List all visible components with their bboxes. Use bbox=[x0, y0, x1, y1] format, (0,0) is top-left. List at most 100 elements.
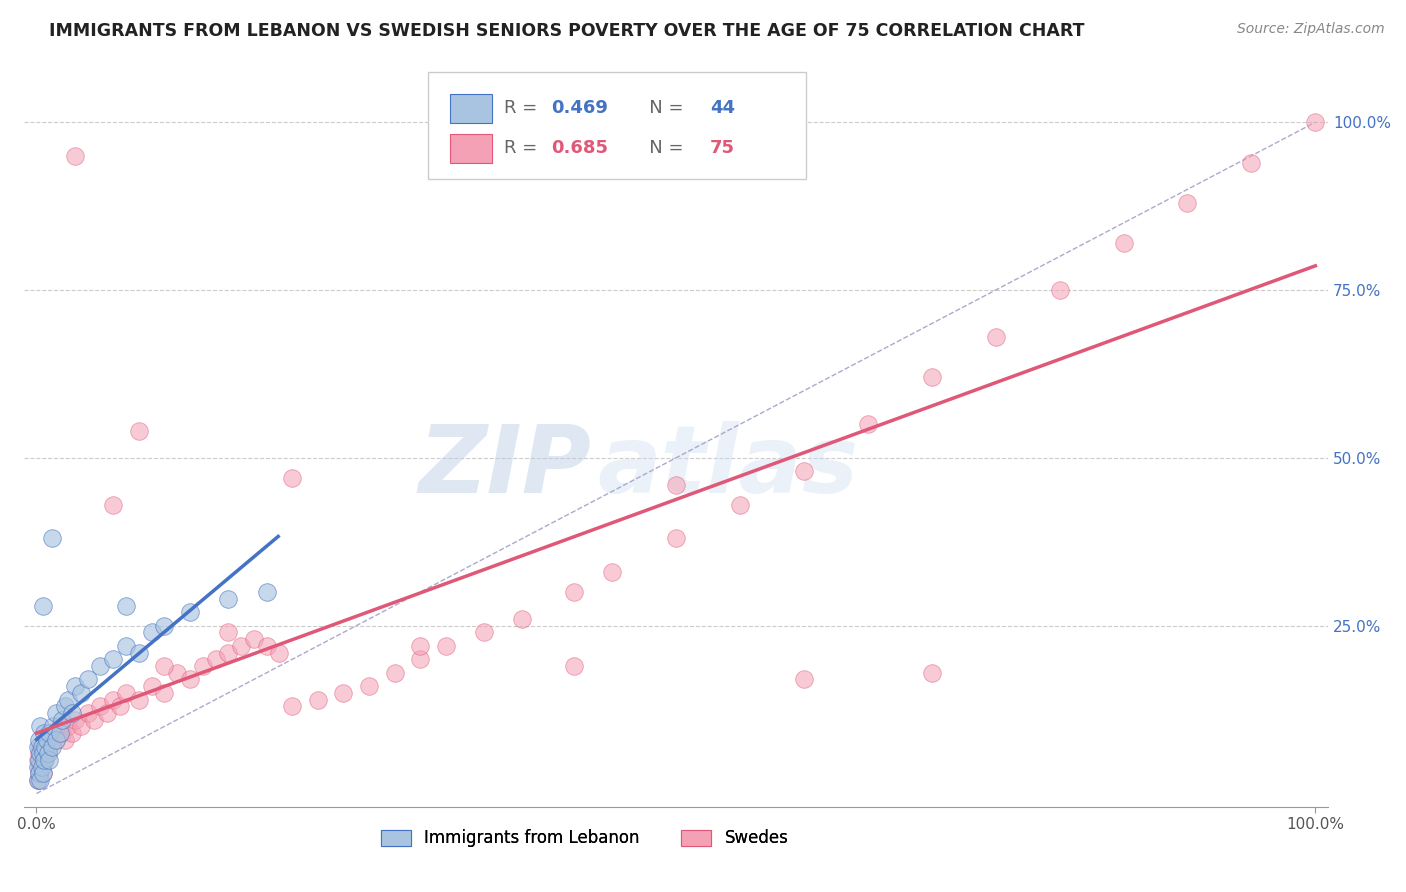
Point bbox=[217, 646, 239, 660]
Point bbox=[31, 739, 53, 754]
Point bbox=[665, 532, 688, 546]
FancyBboxPatch shape bbox=[450, 134, 492, 163]
Point bbox=[53, 732, 76, 747]
Text: 75: 75 bbox=[710, 139, 735, 157]
Point bbox=[600, 565, 623, 579]
Point bbox=[45, 732, 67, 747]
Point bbox=[53, 699, 76, 714]
Point bbox=[51, 726, 73, 740]
Point bbox=[793, 673, 815, 687]
Text: N =: N = bbox=[631, 99, 689, 118]
Point bbox=[115, 599, 138, 613]
Point bbox=[153, 618, 176, 632]
Point bbox=[256, 639, 278, 653]
Point bbox=[562, 585, 585, 599]
Point bbox=[128, 646, 150, 660]
Point bbox=[562, 659, 585, 673]
Point bbox=[58, 719, 80, 733]
Point bbox=[281, 699, 304, 714]
Point bbox=[41, 532, 63, 546]
Point bbox=[27, 760, 49, 774]
Point bbox=[128, 692, 150, 706]
Point bbox=[31, 760, 53, 774]
FancyBboxPatch shape bbox=[427, 72, 807, 179]
Point bbox=[472, 625, 495, 640]
Point bbox=[384, 665, 406, 680]
Point bbox=[856, 417, 879, 432]
Point bbox=[332, 686, 354, 700]
Point bbox=[51, 713, 73, 727]
Point bbox=[37, 746, 59, 760]
Point bbox=[512, 612, 534, 626]
Point bbox=[76, 706, 98, 720]
Point bbox=[434, 639, 457, 653]
Point bbox=[179, 673, 201, 687]
Point bbox=[665, 477, 688, 491]
Text: R =: R = bbox=[503, 139, 543, 157]
Point bbox=[63, 713, 86, 727]
Point bbox=[179, 605, 201, 619]
Point bbox=[166, 665, 188, 680]
Point bbox=[103, 692, 125, 706]
Point bbox=[42, 719, 65, 733]
Point bbox=[89, 659, 111, 673]
Point bbox=[1240, 155, 1263, 169]
Point bbox=[31, 766, 53, 780]
Point bbox=[27, 773, 49, 788]
Point bbox=[229, 639, 252, 653]
Point bbox=[141, 625, 163, 640]
Point bbox=[31, 599, 53, 613]
Point bbox=[103, 498, 125, 512]
Point bbox=[34, 753, 56, 767]
Point bbox=[27, 753, 49, 767]
Point bbox=[141, 679, 163, 693]
Point bbox=[128, 424, 150, 438]
Point bbox=[58, 692, 80, 706]
Point bbox=[115, 639, 138, 653]
Point bbox=[217, 591, 239, 606]
Point bbox=[984, 330, 1007, 344]
Point bbox=[921, 665, 943, 680]
Point bbox=[28, 753, 51, 767]
Point bbox=[191, 659, 214, 673]
Point bbox=[243, 632, 266, 647]
Point bbox=[115, 686, 138, 700]
Text: R =: R = bbox=[503, 99, 543, 118]
Point bbox=[269, 646, 291, 660]
Point bbox=[70, 686, 93, 700]
Text: atlas: atlas bbox=[598, 421, 859, 513]
Point bbox=[27, 773, 49, 788]
Point bbox=[34, 739, 56, 754]
Legend: Immigrants from Lebanon, Swedes: Immigrants from Lebanon, Swedes bbox=[374, 822, 796, 854]
Point bbox=[89, 699, 111, 714]
Point bbox=[31, 746, 53, 760]
Point bbox=[45, 706, 67, 720]
Point bbox=[30, 719, 52, 733]
Point bbox=[30, 760, 52, 774]
Point bbox=[63, 149, 86, 163]
Point bbox=[409, 652, 432, 666]
Point bbox=[76, 673, 98, 687]
Point bbox=[35, 732, 58, 747]
Point bbox=[30, 746, 52, 760]
Point bbox=[63, 679, 86, 693]
Point bbox=[32, 753, 55, 767]
Point bbox=[153, 659, 176, 673]
Point bbox=[1305, 115, 1327, 129]
Point bbox=[38, 739, 60, 754]
Point bbox=[28, 732, 51, 747]
Point bbox=[728, 498, 751, 512]
Text: Source: ZipAtlas.com: Source: ZipAtlas.com bbox=[1237, 22, 1385, 37]
Point bbox=[83, 713, 105, 727]
Text: IMMIGRANTS FROM LEBANON VS SWEDISH SENIORS POVERTY OVER THE AGE OF 75 CORRELATIO: IMMIGRANTS FROM LEBANON VS SWEDISH SENIO… bbox=[49, 22, 1084, 40]
Point bbox=[27, 739, 49, 754]
Point bbox=[153, 686, 176, 700]
Point bbox=[1112, 235, 1135, 250]
Point bbox=[70, 719, 93, 733]
Point bbox=[409, 639, 432, 653]
Point bbox=[60, 726, 83, 740]
Point bbox=[108, 699, 131, 714]
Point bbox=[256, 585, 278, 599]
Text: 44: 44 bbox=[710, 99, 735, 118]
Point bbox=[48, 726, 70, 740]
